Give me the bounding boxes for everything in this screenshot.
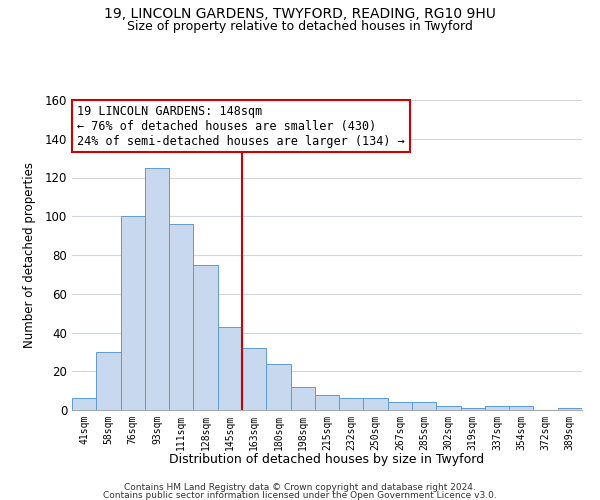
Bar — [436, 406, 461, 410]
Text: 19 LINCOLN GARDENS: 148sqm
← 76% of detached houses are smaller (430)
24% of sem: 19 LINCOLN GARDENS: 148sqm ← 76% of deta… — [77, 104, 405, 148]
Bar — [145, 168, 169, 410]
Bar — [121, 216, 145, 410]
Bar — [412, 402, 436, 410]
Bar — [388, 402, 412, 410]
Bar — [266, 364, 290, 410]
Y-axis label: Number of detached properties: Number of detached properties — [23, 162, 37, 348]
Bar — [96, 352, 121, 410]
Text: Contains public sector information licensed under the Open Government Licence v3: Contains public sector information licen… — [103, 491, 497, 500]
Text: Size of property relative to detached houses in Twyford: Size of property relative to detached ho… — [127, 20, 473, 33]
Bar — [193, 264, 218, 410]
Bar — [290, 387, 315, 410]
Text: Contains HM Land Registry data © Crown copyright and database right 2024.: Contains HM Land Registry data © Crown c… — [124, 482, 476, 492]
Bar — [509, 406, 533, 410]
Bar — [364, 398, 388, 410]
Bar — [558, 408, 582, 410]
Bar — [218, 326, 242, 410]
Bar — [242, 348, 266, 410]
Bar — [485, 406, 509, 410]
Bar — [72, 398, 96, 410]
Bar — [339, 398, 364, 410]
Bar — [315, 394, 339, 410]
Text: Distribution of detached houses by size in Twyford: Distribution of detached houses by size … — [169, 452, 485, 466]
Bar — [461, 408, 485, 410]
Text: 19, LINCOLN GARDENS, TWYFORD, READING, RG10 9HU: 19, LINCOLN GARDENS, TWYFORD, READING, R… — [104, 8, 496, 22]
Bar — [169, 224, 193, 410]
